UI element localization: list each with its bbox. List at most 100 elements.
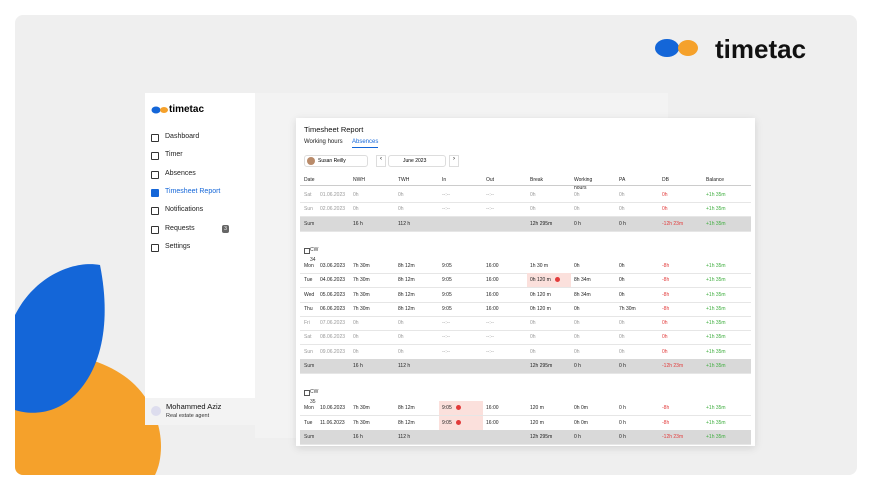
- nav-item[interactable]: Timesheet Report: [165, 187, 221, 195]
- cell: 120 m: [530, 405, 544, 412]
- table-row: Fri 07.06.2023 0h 0h --:-- --:-- 0h 0h 0h 0h +1h 3…: [300, 316, 751, 332]
- cell: 0 h: [619, 363, 626, 369]
- cell: 0h: [619, 348, 625, 355]
- avatar: [151, 406, 161, 416]
- month-picker[interactable]: June 2023: [388, 155, 446, 167]
- cell: 0h: [574, 305, 580, 312]
- cell: 0 h: [619, 419, 626, 426]
- cell: 0h: [353, 192, 359, 198]
- cell: +1h 35m: [706, 262, 726, 269]
- cell: +1h 35m: [706, 348, 726, 355]
- cell: -8h: [662, 262, 670, 269]
- sum-row: Sum 16 h 112 h 12h 295m 0 h 0 h -12h 23m +1h 35…: [300, 359, 751, 374]
- tab[interactable]: Working hours: [304, 139, 343, 145]
- alert-dot: [455, 419, 461, 425]
- cell: 12h 295m: [530, 363, 553, 369]
- sum-label: Sum: [304, 363, 315, 369]
- table-row: Tue 11.06.2023 7h 30m 8h 12m 9:05 16:00 120 m 0…: [300, 415, 751, 431]
- column-header: Working hours: [574, 177, 593, 191]
- week-label: CW 34: [310, 246, 319, 263]
- nav-item[interactable]: Dashboard: [165, 133, 200, 140]
- cell: 0h 120 m: [530, 277, 551, 284]
- cell: 8h 12m: [398, 305, 415, 312]
- date: 01.06.2023: [320, 192, 346, 198]
- cell: 0h: [353, 320, 359, 327]
- cell: +1h 35m: [706, 363, 726, 369]
- cell: 0h: [619, 262, 625, 269]
- cell: 7h 30m: [353, 262, 370, 269]
- cell: -8h: [662, 305, 670, 312]
- week-icon: [304, 247, 310, 254]
- nav-item[interactable]: Requests: [165, 224, 195, 232]
- cell: --:--: [442, 320, 451, 327]
- cell: -8h: [662, 291, 670, 298]
- date: 08.06.2023: [320, 334, 346, 341]
- nav-item[interactable]: Absences: [165, 169, 196, 177]
- person-select[interactable]: Susan Reilly: [304, 155, 368, 167]
- cell: 7h 30m: [353, 419, 370, 426]
- nav-item[interactable]: Settings: [165, 242, 191, 250]
- cell: +1h 35m: [706, 277, 726, 284]
- cell: 9:05: [442, 305, 452, 312]
- table-row: Mon 03.06.2023 7h 30m 8h 12m 9:05 16:00 1h 30 …: [300, 259, 751, 274]
- cell: 7h 30m: [619, 305, 636, 312]
- cell: 0h: [398, 334, 404, 341]
- day: Sun: [304, 348, 313, 355]
- cell: 0h: [353, 206, 359, 213]
- date: 10.06.2023: [320, 405, 346, 412]
- cell: 8h 12m: [398, 291, 415, 298]
- cell: 0h: [530, 348, 536, 355]
- brand-icon: [151, 106, 168, 114]
- cell: 12h 295m: [530, 433, 553, 440]
- cell: --:--: [442, 348, 451, 355]
- column-header: NWH: [353, 177, 365, 183]
- table-row: Mon 10.06.2023 7h 30m 8h 12m 9:05 16:00 120 m 0…: [300, 401, 751, 417]
- day: Fri: [304, 320, 310, 327]
- next-button[interactable]: ›: [449, 155, 459, 167]
- date: 02.06.2023: [320, 206, 346, 213]
- sum-row: Sum 16 h 112 h 12h 295m 0 h 0 h -12h 23m +1h 35…: [300, 429, 751, 445]
- date: 06.06.2023: [320, 305, 346, 312]
- day: Sat: [304, 334, 312, 341]
- cell: 0h: [353, 348, 359, 355]
- cell: --:--: [442, 334, 451, 341]
- sidebar-brand: timetac: [169, 104, 205, 115]
- cell: 9:05: [442, 277, 452, 284]
- month-label: June 2023: [403, 158, 427, 164]
- column-header: PA: [619, 177, 626, 183]
- column-header: TWH: [398, 177, 410, 183]
- cell: 0h: [574, 320, 580, 327]
- cell: 0h: [619, 320, 625, 327]
- day: Wed: [304, 291, 315, 298]
- table-row: Sat 01.06.2023 0h 0h --:-- --:-- 0h 0h 0h 0h +1h 3…: [300, 188, 751, 203]
- cell: 9:05: [442, 262, 452, 269]
- cell: -8h: [662, 277, 670, 284]
- user-box: Mohammed Aziz Real estate agent: [145, 398, 255, 425]
- person-name: Susan Reilly: [318, 158, 346, 164]
- cell: 0h 0m: [574, 405, 588, 412]
- cell: +1h 35m: [706, 206, 726, 213]
- nav-item[interactable]: Notifications: [165, 206, 204, 214]
- cell: 8h 12m: [398, 262, 415, 269]
- cell: --:--: [442, 206, 451, 213]
- day: Mon: [304, 262, 314, 269]
- cell: -12h 23m: [662, 220, 684, 227]
- cell: 16:00: [486, 262, 499, 269]
- user-role: Real estate agent: [166, 413, 210, 419]
- cell: 16 h: [353, 220, 363, 227]
- cell: 1h 30 m: [530, 262, 549, 269]
- cell: 0h: [619, 291, 625, 298]
- cell: --:--: [442, 192, 451, 198]
- week-label: CW 35: [310, 389, 319, 406]
- cell: 0h: [574, 334, 580, 341]
- cell: 16 h: [353, 363, 363, 369]
- cell: 16:00: [486, 277, 499, 284]
- nav-icon: [151, 243, 159, 252]
- cell: 0h: [574, 348, 580, 355]
- day: Tue: [304, 419, 313, 426]
- nav-item[interactable]: Timer: [165, 151, 183, 159]
- cell: 0h: [662, 334, 668, 341]
- cell: 7h 30m: [353, 405, 370, 412]
- prev-button[interactable]: ‹: [376, 155, 386, 167]
- tab[interactable]: Absences: [352, 139, 379, 148]
